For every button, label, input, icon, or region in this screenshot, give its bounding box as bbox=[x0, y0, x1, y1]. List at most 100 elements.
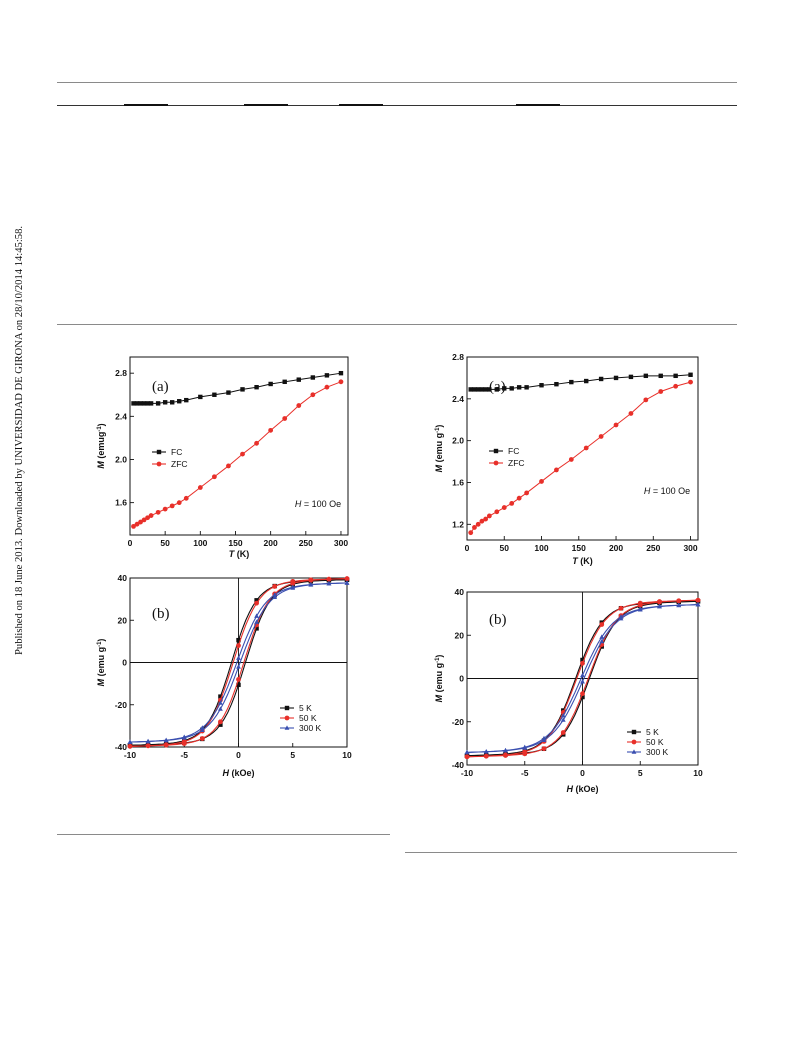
left-b-point-0-1-35 bbox=[254, 598, 259, 603]
right-a-field-annotation-value: = 100 Oe bbox=[650, 486, 690, 496]
right-b-series-300-k bbox=[464, 602, 701, 755]
left-a-ytick-label-1: 2.0 bbox=[115, 454, 127, 464]
left-a-point-0-4 bbox=[145, 401, 150, 406]
right-a-point-0-8 bbox=[509, 386, 514, 391]
right-b-point-1-1-30 bbox=[580, 660, 585, 666]
right-a-point-1-16 bbox=[613, 422, 619, 428]
right-b-y-axis-label-unit: (emu g bbox=[434, 663, 444, 695]
left-b-point-2-0-30 bbox=[236, 664, 241, 669]
left-b-y-axis-label-unit: (emu g bbox=[96, 647, 106, 679]
right-a-point-0-0 bbox=[468, 387, 473, 392]
left-a-point-0-15 bbox=[254, 385, 259, 390]
top-rule bbox=[57, 82, 737, 83]
right-a-series-fc bbox=[468, 372, 693, 392]
right-b-legend-marker-1 bbox=[631, 739, 637, 745]
left-b-xtick-label-1: -5 bbox=[180, 750, 188, 760]
right-b-y-axis-label-sup: -1 bbox=[435, 657, 441, 663]
right-a-xtick-label-3: 150 bbox=[572, 543, 586, 553]
right-b-ytick-label-4: 40 bbox=[455, 587, 465, 597]
publication-side-note-text: Published on 18 June 2013. Downloaded by… bbox=[14, 225, 25, 655]
right-a-point-1-2 bbox=[475, 521, 481, 527]
left-b-point-1-0-20 bbox=[199, 736, 205, 741]
left-b-legend-label-2: 300 K bbox=[299, 723, 322, 733]
right-a-y-axis-label-symbol: M bbox=[434, 464, 444, 472]
left-a-point-0-13 bbox=[226, 390, 231, 395]
chart-left-hysteresis: -10 -5 0 5 10 -40 -20 0 20 40 H (kOe) M (emu g-1) (b… bbox=[96, 573, 352, 778]
right-b-point-1-1-5 bbox=[483, 753, 489, 759]
left-b-point-2-0-20 bbox=[199, 727, 205, 733]
right-b-point-1-1-10 bbox=[503, 752, 508, 758]
left-a-xtick-label-2: 100 bbox=[193, 538, 207, 548]
right-b-point-1-1-15 bbox=[522, 749, 528, 755]
left-b-point-1-1-50 bbox=[308, 577, 314, 583]
left-b-y-axis-label-sup: -1 bbox=[97, 641, 103, 647]
right-a-xtick-label-4: 200 bbox=[609, 543, 623, 553]
left-a-point-0-10 bbox=[184, 397, 189, 403]
right-a-point-0-9 bbox=[516, 385, 522, 390]
left-a-plot-frame bbox=[129, 356, 349, 536]
right-b-point-2-1-15 bbox=[522, 744, 528, 750]
left-b-point-2-0-40 bbox=[272, 594, 278, 600]
right-a-plot-frame bbox=[466, 356, 699, 541]
right-a-point-1-12 bbox=[554, 467, 559, 473]
right-a-point-0-20 bbox=[673, 373, 678, 379]
left-b-point-1-1-0 bbox=[127, 743, 133, 749]
left-b-point-1-1-10 bbox=[163, 742, 169, 748]
left-a-point-1-15 bbox=[254, 440, 259, 446]
left-a-point-1-9 bbox=[176, 500, 182, 506]
left-b-point-1-1-40 bbox=[272, 584, 278, 589]
right-a-y-axis-label-end: ) bbox=[434, 425, 444, 428]
right-b-point-1-1-40 bbox=[618, 605, 624, 611]
right-b-x-axis-label-unit: (kOe) bbox=[573, 784, 599, 794]
left-b-legend-marker-0 bbox=[284, 705, 290, 711]
right-a-ytick-label-4: 2.8 bbox=[452, 352, 464, 362]
right-b-point-2-1-55 bbox=[676, 602, 682, 608]
left-a-point-1-8 bbox=[169, 503, 175, 509]
chart-left-fc-zfc: 0 50 100 150 200 250 300 1.6 2.0 2.4 2.8 T (K) M (em… bbox=[96, 356, 349, 559]
right-a-point-1-9 bbox=[516, 495, 522, 501]
right-b-point-1-1-60 bbox=[695, 597, 701, 603]
right-b-point-1-1-45 bbox=[637, 600, 643, 606]
left-a-x-axis-label-unit: (K) bbox=[234, 549, 249, 559]
left-a-legend-label-1: ZFC bbox=[171, 459, 188, 469]
left-a-point-0-7 bbox=[162, 400, 168, 405]
right-b-x-axis-label: H (kOe) bbox=[566, 784, 598, 794]
left-a-xtick-label-6: 300 bbox=[334, 538, 348, 548]
right-a-x-axis-label: T (K) bbox=[572, 556, 593, 566]
left-a-xtick-label-0: 0 bbox=[128, 538, 133, 548]
left-a-point-0-19 bbox=[310, 375, 316, 380]
right-b-x-axis-label-symbol: H bbox=[566, 784, 573, 794]
left-a-ytick-label-3: 2.8 bbox=[115, 368, 127, 378]
left-b-point-2-1-60 bbox=[344, 580, 350, 585]
right-a-y-axis-label-sup: -1 bbox=[435, 427, 441, 433]
right-a-point-0-16 bbox=[613, 375, 619, 381]
left-a-point-1-16 bbox=[268, 427, 274, 433]
right-b-ytick-label-1: -20 bbox=[452, 717, 465, 727]
right-b-point-2-1-50 bbox=[657, 603, 662, 609]
left-a-point-0-2 bbox=[138, 401, 143, 406]
left-b-point-1-0-25 bbox=[218, 719, 223, 725]
left-b-point-2-1-50 bbox=[308, 581, 314, 587]
right-a-x-axis-label-symbol: T bbox=[572, 556, 579, 566]
left-a-point-1-5 bbox=[148, 513, 154, 518]
left-a-y-axis-label-symbol: M bbox=[96, 461, 106, 469]
right-b-point-2-1-35 bbox=[599, 634, 605, 639]
right-a-y-axis-label-unit: (emu g bbox=[434, 433, 444, 465]
left-b-point-0-0-30 bbox=[236, 682, 241, 688]
right-b-point-1-0-25 bbox=[560, 730, 566, 735]
right-a-point-1-17 bbox=[628, 411, 634, 416]
right-b-legend-label-2: 300 K bbox=[646, 747, 669, 757]
left-a-y-axis-label-end: ) bbox=[96, 423, 106, 426]
right-b-ytick-label-0: -40 bbox=[452, 760, 465, 770]
right-b-panel-label: (b) bbox=[489, 612, 507, 628]
left-a-field-annotation: H = 100 Oe bbox=[295, 499, 341, 509]
right-a-point-0-12 bbox=[554, 381, 559, 387]
left-a-point-0-6 bbox=[155, 401, 161, 406]
left-b-point-1-1-35 bbox=[254, 600, 259, 606]
left-a-legend-label-0: FC bbox=[171, 447, 182, 457]
right-a-point-1-18 bbox=[643, 397, 649, 403]
left-a-point-0-12 bbox=[212, 392, 217, 397]
left-b-panel-label: (b) bbox=[152, 606, 170, 622]
right-a-point-0-3 bbox=[479, 387, 485, 392]
